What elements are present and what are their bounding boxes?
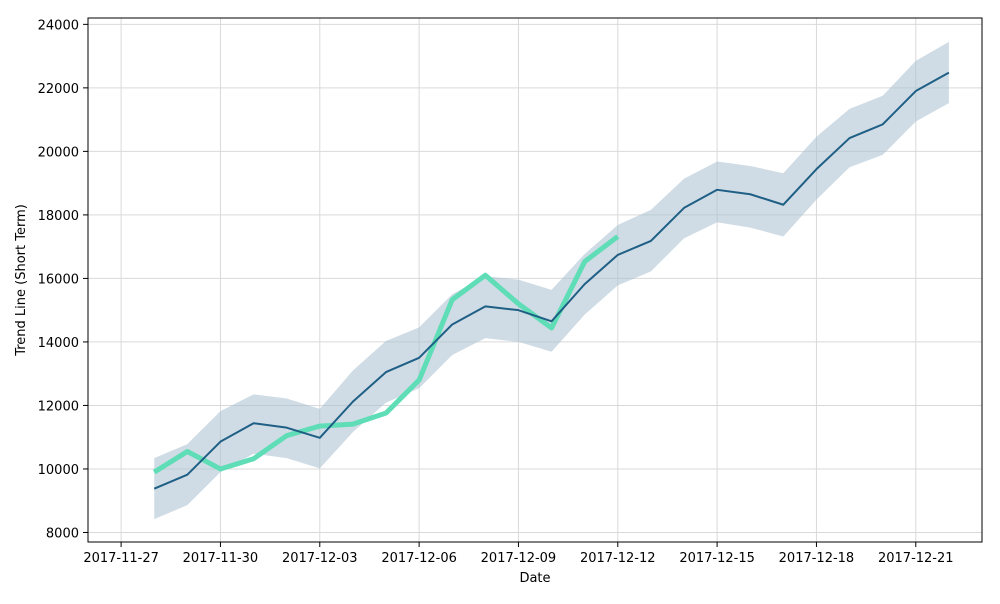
y-tick-label: 22000 <box>38 82 79 97</box>
y-axis-ticks: 8000 10000 12000 14000 16000 18000 20000 22000 2… <box>38 18 88 541</box>
y-axis-label: Trend Line (Short Term) <box>14 204 29 357</box>
x-tick-label: 2017-11-27 <box>83 551 159 566</box>
y-tick-label: 12000 <box>38 399 79 414</box>
y-tick-label: 18000 <box>38 209 79 224</box>
y-tick-label: 14000 <box>38 336 79 351</box>
confidence-band <box>154 41 949 520</box>
actual-series-line <box>152 234 620 475</box>
x-tick-label: 2017-12-09 <box>481 551 557 566</box>
x-tick-label: 2017-12-12 <box>580 551 656 566</box>
y-tick-label: 8000 <box>46 526 79 541</box>
y-tick-label: 24000 <box>38 18 79 33</box>
y-tick-label: 10000 <box>38 463 79 478</box>
plot-frame <box>87 17 983 543</box>
x-axis-ticks: 2017-11-27 2017-11-30 2017-12-03 2017-12-06… <box>83 542 954 566</box>
x-axis-label: Date <box>519 571 550 586</box>
x-tick-label: 2017-12-03 <box>282 551 358 566</box>
confidence-band-area <box>154 41 949 520</box>
y-tick-label: 20000 <box>38 145 79 160</box>
y-tick-label: 16000 <box>38 272 79 287</box>
trend-series-line <box>153 71 950 490</box>
x-tick-label: 2017-12-21 <box>878 551 954 566</box>
axes <box>87 17 983 543</box>
x-tick-label: 2017-12-06 <box>381 551 457 566</box>
x-tick-label: 2017-12-18 <box>779 551 855 566</box>
x-tick-label: 2017-11-30 <box>183 551 259 566</box>
x-tick-label: 2017-12-15 <box>679 551 755 566</box>
series-lines <box>152 71 950 490</box>
